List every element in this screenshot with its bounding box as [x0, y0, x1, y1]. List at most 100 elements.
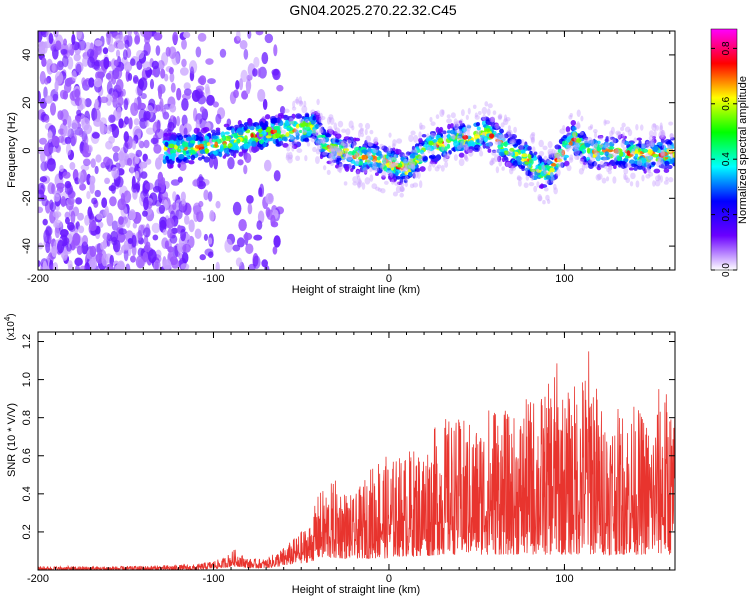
signal-blob — [289, 120, 296, 125]
noise-blob — [64, 183, 74, 195]
y-tick-label: 20 — [21, 97, 33, 109]
noise-blob — [142, 61, 152, 71]
signal-blob — [326, 160, 332, 165]
noise-blob — [172, 202, 177, 211]
noise-blob — [276, 84, 284, 92]
signal-blob — [503, 141, 508, 148]
signal-blob — [295, 123, 300, 129]
signal-blob — [361, 149, 368, 154]
signal-blob — [554, 152, 561, 159]
y-tick-label: 0.8 — [21, 410, 33, 425]
noise-blob — [208, 237, 213, 245]
halo-blob — [317, 144, 322, 151]
noise-blob — [170, 179, 180, 186]
halo-blob — [538, 195, 543, 202]
noise-blob — [144, 182, 154, 191]
noise-blob — [111, 220, 119, 231]
noise-blob — [123, 98, 129, 111]
halo-blob — [456, 120, 461, 127]
halo-blob — [657, 159, 661, 166]
halo-blob — [316, 98, 320, 106]
halo-blob — [310, 136, 316, 143]
noise-blob — [124, 39, 130, 49]
halo-blob — [312, 146, 317, 153]
signal-blob — [652, 135, 656, 140]
noise-blob — [116, 260, 125, 270]
noise-blob — [106, 81, 113, 95]
noise-blob — [152, 121, 160, 134]
noise-blob — [48, 141, 54, 155]
noise-blob — [57, 128, 65, 135]
noise-blob — [96, 213, 103, 220]
halo-blob — [345, 128, 351, 136]
signal-blob — [571, 137, 577, 142]
halo-blob — [528, 182, 535, 187]
signal-blob — [173, 144, 178, 150]
halo-blob — [372, 163, 377, 168]
signal-blob — [476, 138, 481, 143]
halo-blob — [625, 162, 631, 168]
halo-blob — [503, 114, 508, 123]
signal-blob — [275, 138, 279, 144]
noise-blob — [154, 199, 162, 207]
halo-blob — [392, 191, 398, 197]
signal-blob — [466, 125, 472, 129]
halo-blob — [399, 186, 405, 192]
halo-blob — [568, 114, 573, 120]
signal-blob — [272, 129, 278, 134]
noise-blob — [64, 211, 71, 220]
halo-blob — [651, 123, 657, 131]
noise-blob — [151, 222, 161, 234]
halo-blob — [597, 173, 603, 180]
noise-blob — [93, 77, 103, 88]
halo-blob — [593, 149, 598, 155]
signal-blob — [199, 149, 205, 155]
noise-blob — [158, 86, 163, 100]
spectrogram-xlabel: Height of straight line (km) — [292, 284, 420, 296]
halo-blob — [495, 166, 500, 174]
noise-blob — [112, 96, 118, 108]
halo-blob — [481, 106, 488, 115]
signal-blob — [416, 167, 421, 173]
noise-blob — [154, 157, 162, 170]
signal-blob — [295, 113, 302, 119]
noise-blob — [117, 42, 125, 50]
noise-blob — [136, 49, 145, 60]
signal-blob — [226, 126, 233, 131]
noise-blob — [180, 263, 190, 270]
signal-blob — [286, 127, 291, 131]
halo-blob — [542, 145, 548, 151]
halo-blob — [478, 146, 483, 152]
noise-blob — [62, 171, 71, 179]
halo-blob — [372, 159, 377, 165]
halo-blob — [336, 166, 342, 172]
signal-blob — [168, 143, 175, 149]
noise-blob — [155, 104, 161, 112]
halo-blob — [489, 159, 494, 166]
signal-blob — [183, 149, 187, 156]
signal-blob — [267, 132, 272, 136]
signal-blob — [550, 162, 557, 167]
x-tick-label: -100 — [202, 273, 224, 285]
halo-blob — [293, 138, 298, 144]
signal-blob — [284, 119, 290, 126]
noise-blob — [105, 124, 112, 135]
halo-blob — [356, 179, 363, 188]
halo-blob — [329, 117, 335, 125]
signal-blob — [623, 162, 628, 169]
noise-blob — [87, 56, 95, 68]
halo-blob — [660, 149, 665, 157]
halo-blob — [372, 138, 378, 145]
signal-blob — [191, 149, 196, 155]
halo-blob — [301, 105, 308, 114]
noise-blob — [127, 73, 133, 81]
halo-blob — [458, 158, 465, 167]
signal-blob — [467, 141, 472, 147]
halo-blob — [333, 152, 338, 161]
noise-blob — [52, 135, 60, 147]
halo-blob — [427, 146, 431, 154]
halo-blob — [442, 156, 449, 163]
noise-blob — [128, 117, 133, 130]
halo-blob — [530, 136, 536, 144]
halo-blob — [356, 149, 361, 158]
